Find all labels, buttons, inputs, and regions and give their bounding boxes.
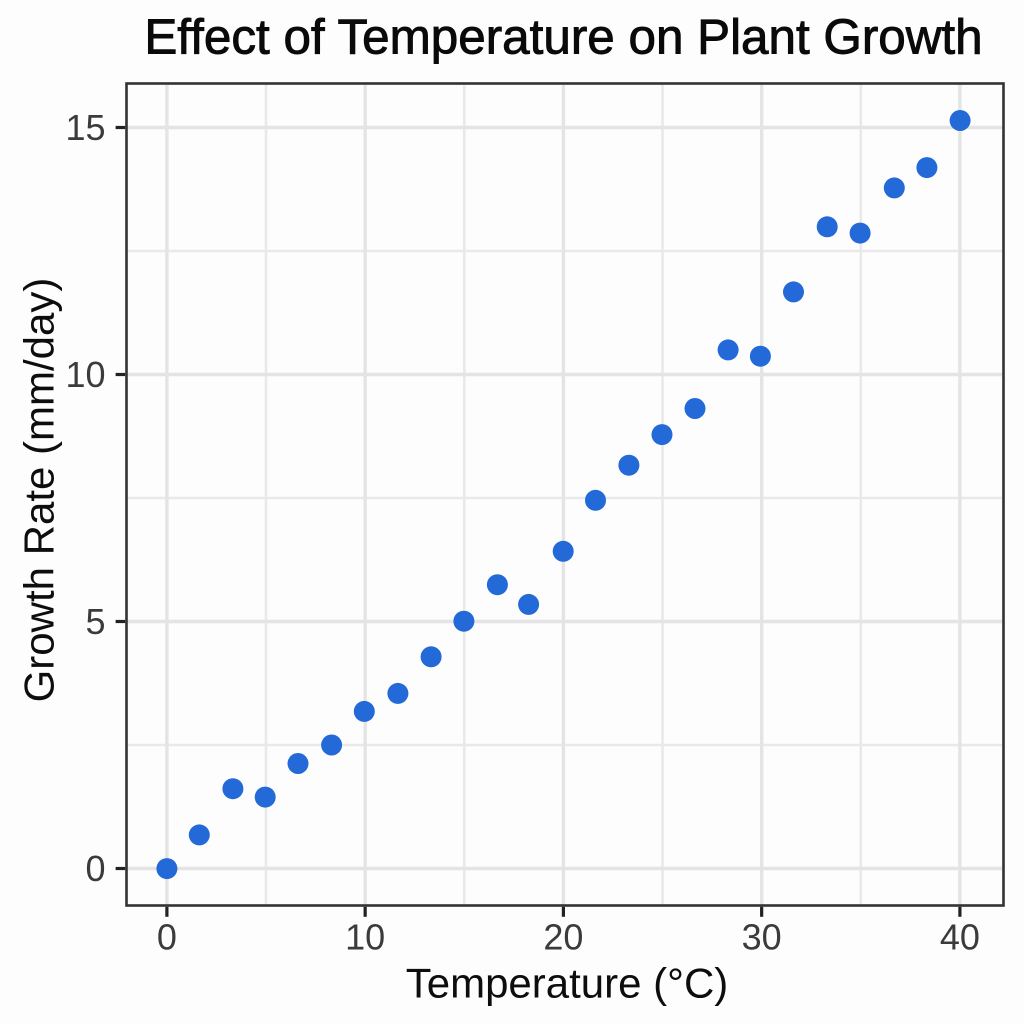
svg-text:20: 20	[543, 917, 583, 958]
svg-text:30: 30	[742, 917, 782, 958]
svg-text:0: 0	[85, 848, 105, 889]
svg-text:Temperature (°C): Temperature (°C)	[406, 960, 729, 1007]
svg-text:10: 10	[345, 917, 385, 958]
svg-text:0: 0	[157, 917, 177, 958]
svg-text:40: 40	[940, 917, 980, 958]
svg-text:10: 10	[65, 354, 105, 395]
svg-text:Growth Rate (mm/day): Growth Rate (mm/day)	[16, 278, 63, 703]
svg-text:5: 5	[85, 601, 105, 642]
svg-text:Effect of Temperature on Plant: Effect of Temperature on Plant Growth	[144, 10, 982, 65]
svg-text:15: 15	[65, 107, 105, 148]
